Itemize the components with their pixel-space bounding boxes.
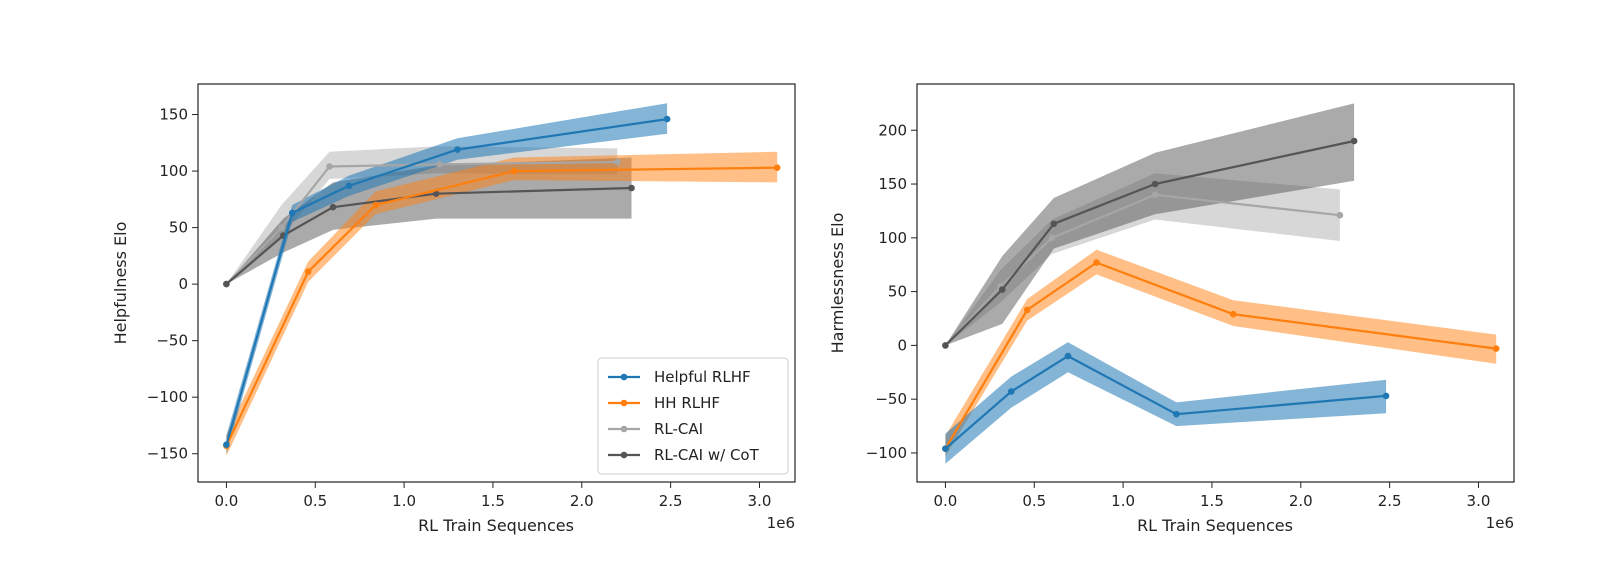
left-xtick-label-4: 2.0 (570, 492, 594, 510)
right-x-axis-title: RL Train Sequences (1137, 516, 1293, 535)
right-point-helpful-rlhf-2 (1064, 352, 1072, 360)
legend-marker-helpful-rlhf (620, 373, 628, 381)
left-point-rl-cai-w-cot-3 (432, 190, 440, 197)
left-ytick-label-2: −50 (156, 332, 188, 350)
helpfulness-panel: 0.0 0.5 1.0 1.5 2.0 2.5 3.0 −150 −100 −50 0 50 100 15… (111, 83, 796, 535)
left-ytick-label-6: 150 (159, 106, 188, 124)
legend-entry-hh-rlhf: HH RLHF (608, 394, 720, 412)
left-point-rl-cai-w-cot-4 (628, 184, 635, 192)
right-point-helpful-rlhf-1 (1007, 388, 1015, 395)
right-y-axis-title: Harmlessness Elo (828, 213, 847, 354)
right-point-helpful-rlhf-4 (1382, 392, 1390, 400)
left-point-helpful-rlhf-0 (223, 441, 230, 449)
harmlessness-panel: 0.0 0.5 1.0 1.5 2.0 2.5 3.0 −100 −50 0 50 100 150 200… (828, 83, 1515, 535)
left-ytick-label-0: −150 (147, 445, 188, 463)
right-xtick-label-5: 2.5 (1378, 492, 1402, 510)
left-point-hh-rlhf-2 (372, 201, 380, 209)
left-ytick-label-4: 50 (169, 219, 188, 237)
right-point-hh-rlhf-2 (1093, 259, 1100, 266)
left-point-rl-cai-w-cot-2 (329, 203, 337, 211)
right-ytick-label-3: 50 (888, 283, 907, 301)
right-band-rl-cai (945, 173, 1340, 346)
right-series-lines (942, 137, 1500, 453)
legend-entry-helpful-rlhf: Helpful RLHF (608, 368, 751, 386)
legend-label-helpful-rlhf: Helpful RLHF (654, 368, 751, 386)
legend-entry-rl-cai-cot: RL-CAI w/ CoT (608, 446, 760, 464)
right-point-hh-rlhf-1 (1023, 306, 1031, 314)
right-ytick-label-5: 150 (878, 175, 907, 193)
left-xtick-label-6: 3.0 (748, 492, 772, 510)
right-ytick-label-0: −100 (866, 444, 907, 462)
right-point-rl-cai-w-cot-2 (1050, 220, 1058, 228)
left-point-hh-rlhf-3 (511, 167, 518, 175)
right-xtick-label-4: 2.0 (1289, 492, 1313, 510)
right-point-rl-cai-w-cot-0 (942, 342, 949, 349)
left-xtick-label-1: 0.5 (303, 492, 327, 510)
left-x-axis-title: RL Train Sequences (418, 516, 574, 535)
right-ticks: 0.0 0.5 1.0 1.5 2.0 2.5 3.0 −100 −50 0 50 100 150 200 (866, 121, 1491, 510)
left-axes-frame (197, 83, 796, 483)
right-ytick-label-1: −50 (875, 390, 907, 408)
right-point-rl-cai-w-cot-3 (1151, 180, 1159, 188)
left-point-hh-rlhf-1 (304, 268, 312, 276)
right-axes-frame (916, 83, 1515, 483)
right-ytick-label-6: 200 (878, 121, 907, 139)
left-xtick-label-2: 1.0 (392, 492, 416, 510)
right-point-hh-rlhf-4 (1492, 345, 1500, 352)
right-point-rl-cai-4 (1336, 211, 1344, 219)
legend-marker-hh-rlhf (620, 399, 628, 407)
left-point-hh-rlhf-4 (773, 164, 781, 171)
right-xtick-label-6: 3.0 (1467, 492, 1491, 510)
right-point-rl-cai-w-cot-1 (999, 286, 1006, 293)
legend-label-hh-rlhf: HH RLHF (654, 394, 720, 412)
right-point-rl-cai-2 (1048, 234, 1056, 242)
left-ytick-label-5: 100 (159, 162, 188, 180)
right-point-helpful-rlhf-0 (942, 445, 949, 453)
right-ytick-label-4: 100 (878, 229, 907, 247)
legend-label-rl-cai: RL-CAI (654, 420, 703, 438)
left-xtick-label-3: 1.5 (481, 492, 505, 510)
right-xtick-label-2: 1.0 (1111, 492, 1135, 510)
legend-entry-rl-cai: RL-CAI (608, 420, 703, 438)
left-point-rl-cai-2 (326, 163, 333, 170)
right-x-offset-label: 1e6 (1486, 514, 1514, 532)
left-band-rl-cai (226, 146, 618, 285)
left-point-rl-cai-3 (436, 161, 443, 168)
legend-label-rl-cai-cot: RL-CAI w/ CoT (654, 446, 760, 464)
right-xtick-label-3: 1.5 (1200, 492, 1224, 510)
right-point-rl-cai-w-cot-4 (1350, 137, 1358, 145)
right-ytick-label-2: 0 (897, 336, 907, 354)
left-ticks: 0.0 0.5 1.0 1.5 2.0 2.5 3.0 −150 −100 −50 0 50 100 15… (147, 106, 772, 510)
legend: Helpful RLHF HH RLHF RL-CAI RL-CAI w/ Co… (597, 357, 789, 475)
left-x-offset-label: 1e6 (767, 514, 795, 532)
legend-marker-rl-cai (620, 425, 628, 433)
left-point-rl-cai-4 (614, 158, 621, 166)
legend-box (597, 357, 789, 475)
right-point-rl-cai-3 (1151, 191, 1159, 199)
left-point-rl-cai-w-cot-0 (223, 280, 230, 288)
right-point-helpful-rlhf-3 (1173, 410, 1180, 418)
left-point-helpful-rlhf-3 (454, 146, 461, 153)
legend-marker-rl-cai-cot (620, 451, 628, 459)
right-xtick-label-0: 0.0 (933, 492, 957, 510)
left-y-axis-title: Helpfulness Elo (111, 222, 130, 345)
right-xtick-label-1: 0.5 (1022, 492, 1046, 510)
left-xtick-label-5: 2.5 (659, 492, 683, 510)
left-ytick-label-3: 0 (178, 275, 188, 293)
left-series-lines (223, 115, 781, 450)
left-point-helpful-rlhf-1 (288, 209, 296, 217)
left-point-rl-cai-1 (278, 224, 285, 231)
left-xtick-label-0: 0.0 (214, 492, 238, 510)
right-point-hh-rlhf-3 (1230, 310, 1237, 318)
left-point-helpful-rlhf-2 (345, 182, 353, 190)
right-band-helpful-rlhf (945, 342, 1387, 464)
left-ytick-label-1: −100 (147, 388, 188, 406)
left-point-helpful-rlhf-4 (663, 115, 671, 123)
